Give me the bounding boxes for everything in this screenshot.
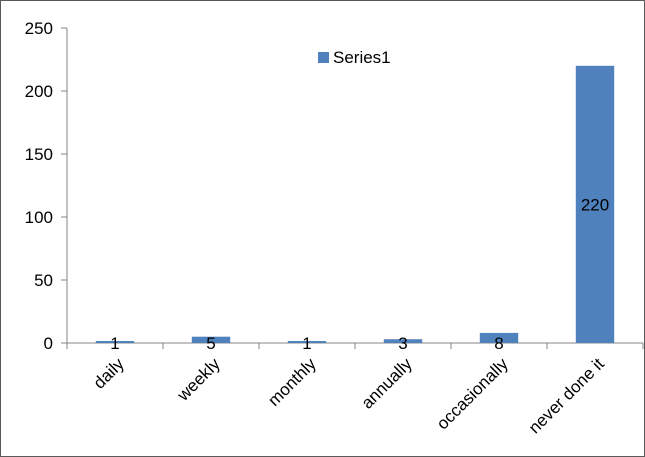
bar-monthly [287,341,327,343]
y-tick-label: 100 [25,208,53,227]
data-label: 8 [494,334,503,353]
bar-never-done-it [575,65,615,344]
y-tick-label: 250 [25,19,53,38]
y-tick-label: 200 [25,82,53,101]
bar-occasionally [479,332,519,343]
data-label: 3 [398,334,407,353]
legend-label: Series1 [333,48,391,67]
y-tick-label: 50 [34,271,53,290]
data-label: 220 [581,195,609,214]
bar-annually [383,339,423,343]
bar-weekly [191,336,231,343]
data-label: 1 [110,334,119,353]
data-label: 1 [302,334,311,353]
y-tick-label: 0 [44,334,53,353]
legend: Series1 [318,48,391,67]
bars [95,65,615,344]
bar-daily [95,341,135,343]
data-label: 5 [206,334,215,353]
y-tick-label: 150 [25,145,53,164]
legend-swatch [318,52,329,63]
axes: 0 50 100 150 200 250 [25,19,644,353]
